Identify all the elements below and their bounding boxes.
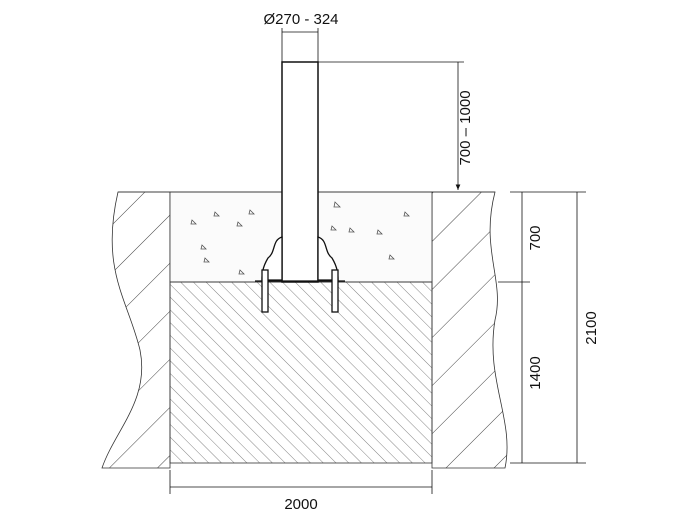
dim-diameter-label: Ø270 - 324 — [263, 11, 338, 28]
soil-left — [101, 191, 171, 469]
dim-concrete-depth-label: 700 — [527, 225, 544, 250]
bollard-post — [281, 61, 319, 283]
aggregate-marks — [190, 201, 410, 275]
dim-foundation-depth-label: 1400 — [527, 356, 544, 389]
dim-post-height-label: 700 – 1000 — [457, 90, 474, 165]
dim-width-label: 2000 — [284, 496, 317, 513]
dim-post-height — [318, 61, 464, 190]
dim-diameter — [281, 28, 319, 62]
dim-depths — [498, 191, 586, 464]
soil-right — [431, 191, 508, 469]
gravel-foundation — [169, 281, 433, 464]
base-flange — [255, 236, 345, 313]
dim-total-depth-label: 2100 — [583, 311, 600, 344]
dim-width — [169, 470, 433, 494]
